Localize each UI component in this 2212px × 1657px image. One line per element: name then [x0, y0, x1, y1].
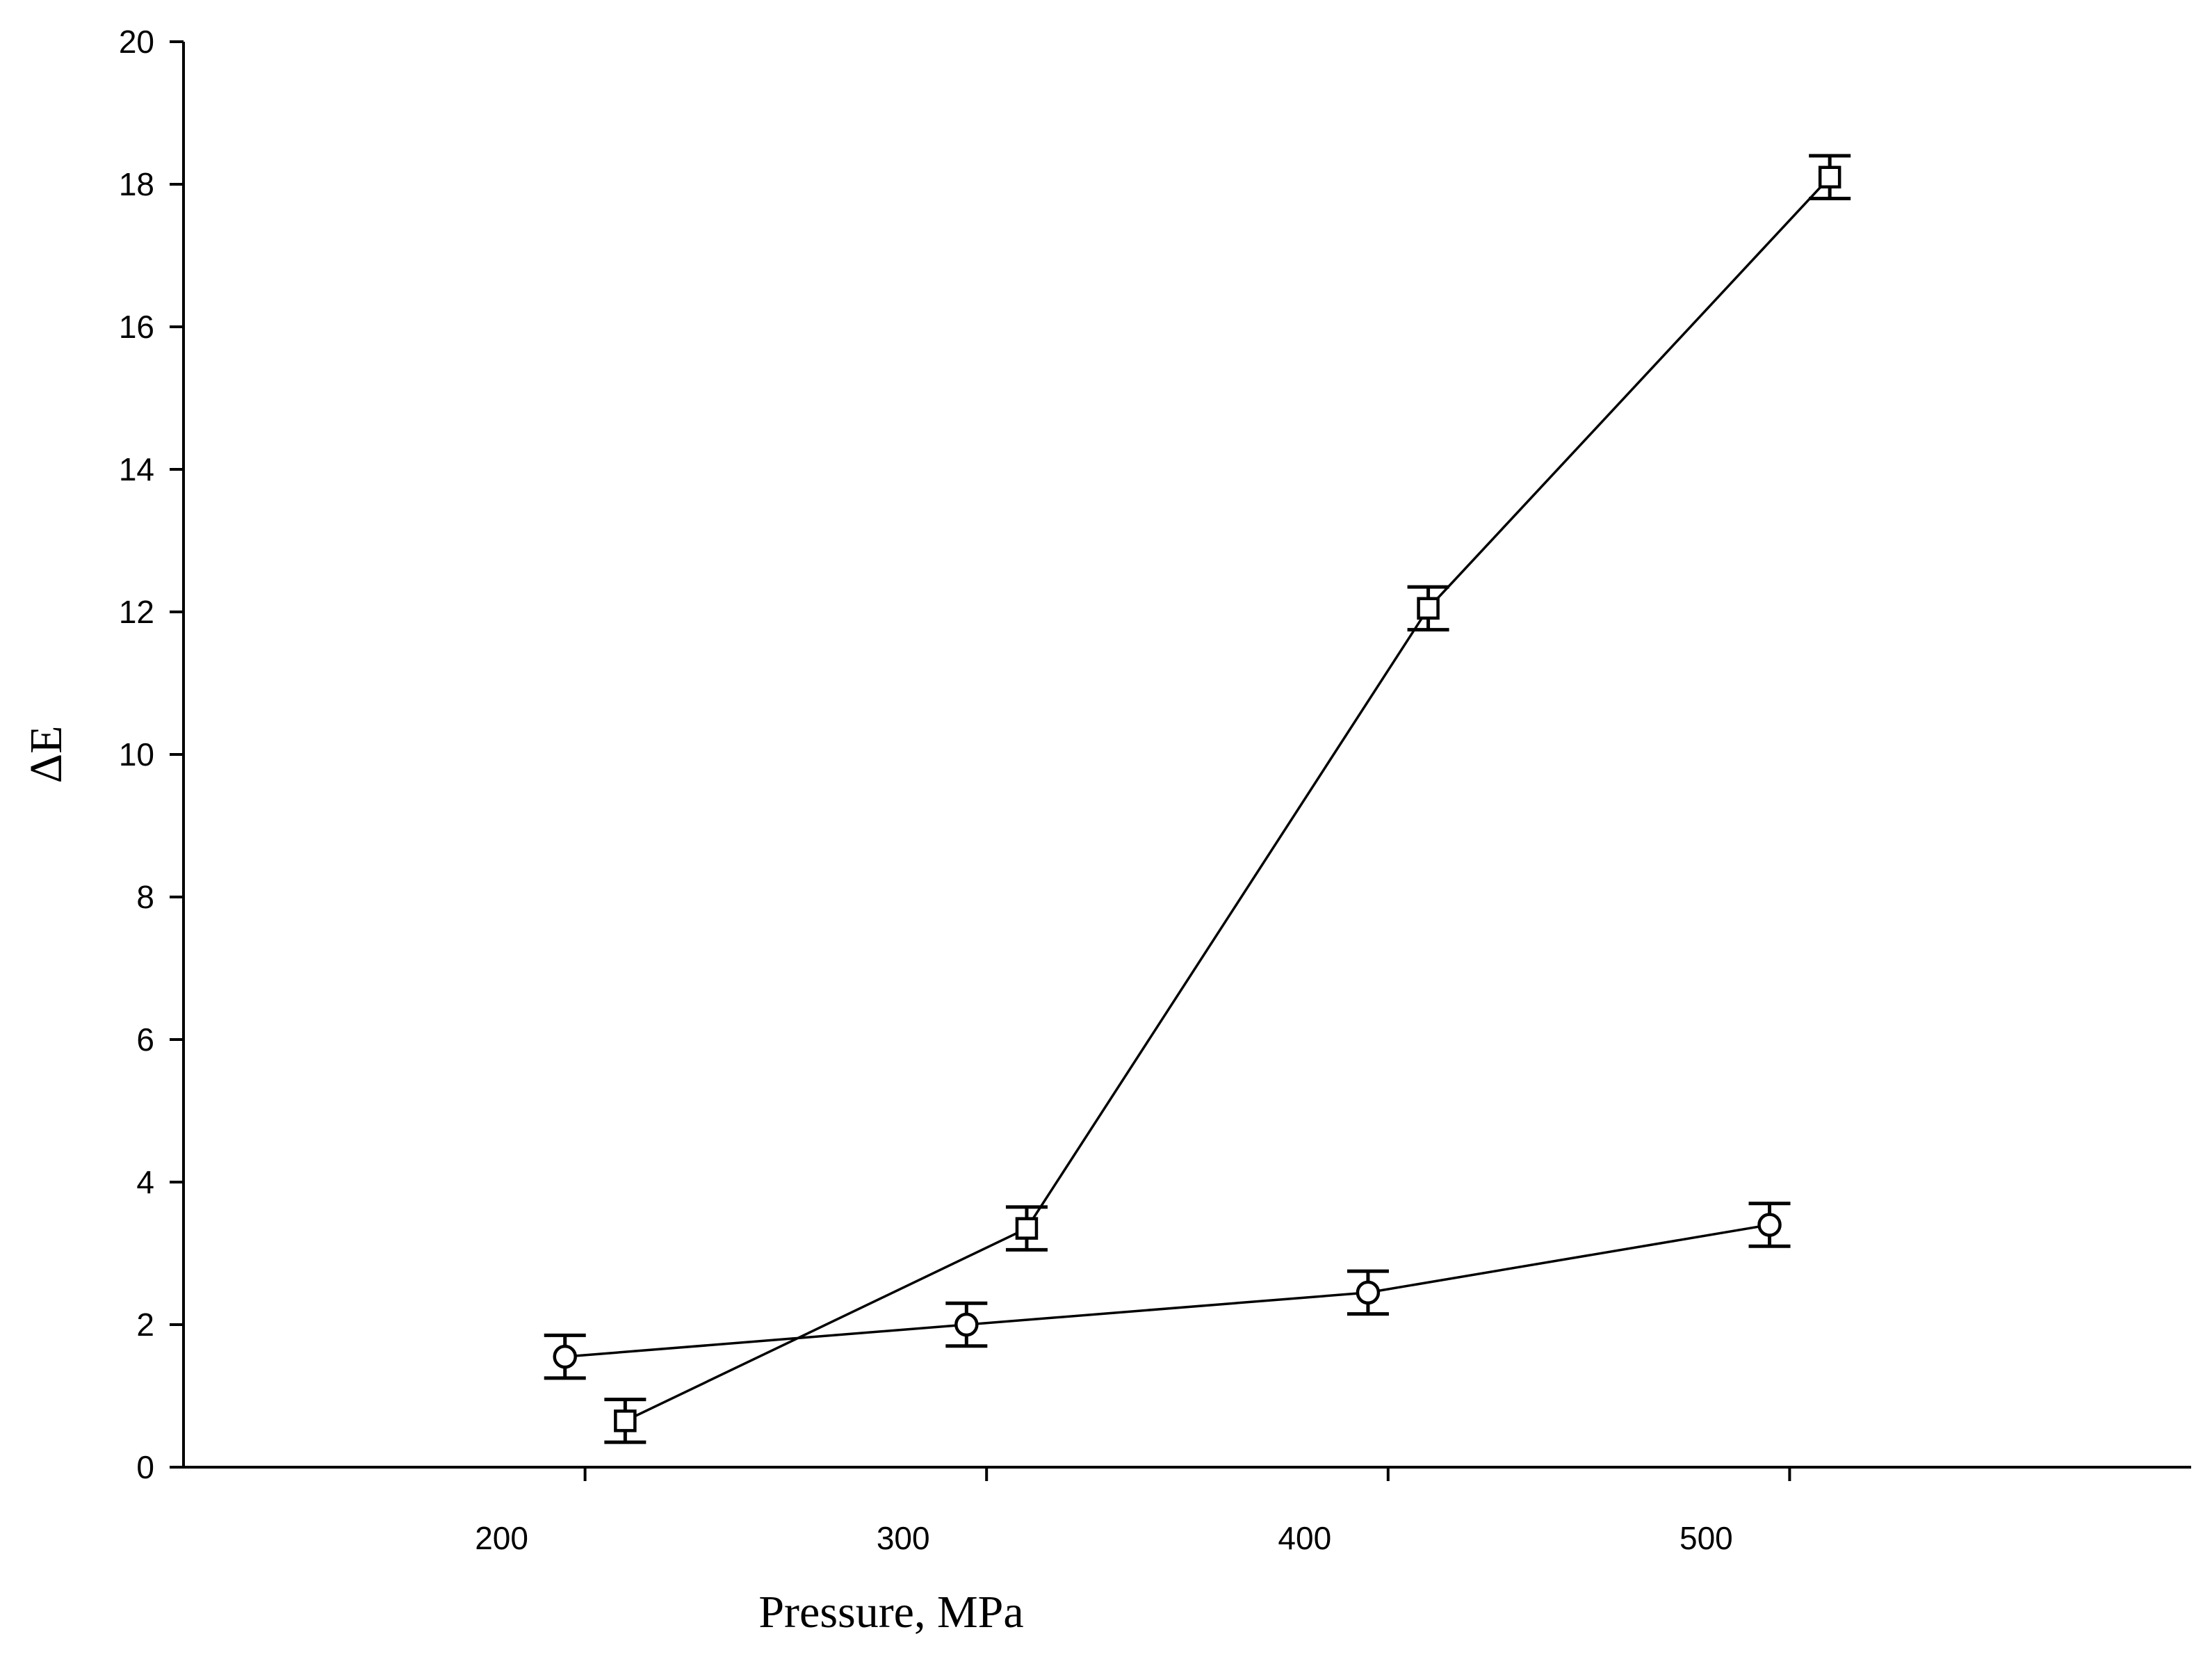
- y-tick-label: 0: [136, 1449, 154, 1485]
- y-ticks: 0 2 4 6 8 10 12 14 16 18 20: [119, 24, 184, 1485]
- series-group: [544, 154, 1851, 1444]
- series-line: [564, 1223, 1770, 1358]
- x-tick-label: 400: [1278, 1520, 1331, 1556]
- data-point-square: [1015, 1217, 1039, 1240]
- series-line: [624, 176, 1831, 1422]
- y-tick-label: 6: [136, 1021, 154, 1058]
- y-tick-label: 20: [119, 24, 154, 60]
- y-tick-label: 8: [136, 879, 154, 915]
- x-ticks: 200 300 400 500: [475, 1467, 1791, 1556]
- data-point-circle: [1356, 1280, 1381, 1305]
- x-tick-label: 300: [877, 1520, 930, 1556]
- y-tick-label: 12: [119, 594, 154, 630]
- data-point-circle: [1757, 1213, 1782, 1237]
- y-tick-label: 4: [136, 1164, 154, 1200]
- data-point-circle: [954, 1312, 979, 1337]
- data-point-square: [1818, 165, 1841, 188]
- series-circle: [544, 1202, 1791, 1380]
- y-axis-title: ΔE: [21, 726, 72, 784]
- axes: [182, 42, 2191, 1469]
- data-point-circle: [553, 1344, 577, 1369]
- y-tick-label: 18: [119, 166, 154, 202]
- y-tick-label: 2: [136, 1307, 154, 1343]
- y-tick-label: 16: [119, 309, 154, 345]
- data-point-square: [1417, 597, 1440, 620]
- y-tick-label: 10: [119, 736, 154, 773]
- series-square: [604, 154, 1851, 1444]
- x-tick-label: 500: [1680, 1520, 1733, 1556]
- y-tick-label: 14: [119, 451, 154, 487]
- data-point-square: [614, 1409, 637, 1432]
- x-axis-title: Pressure, MPa: [758, 1587, 1023, 1638]
- x-tick-label: 200: [475, 1520, 528, 1556]
